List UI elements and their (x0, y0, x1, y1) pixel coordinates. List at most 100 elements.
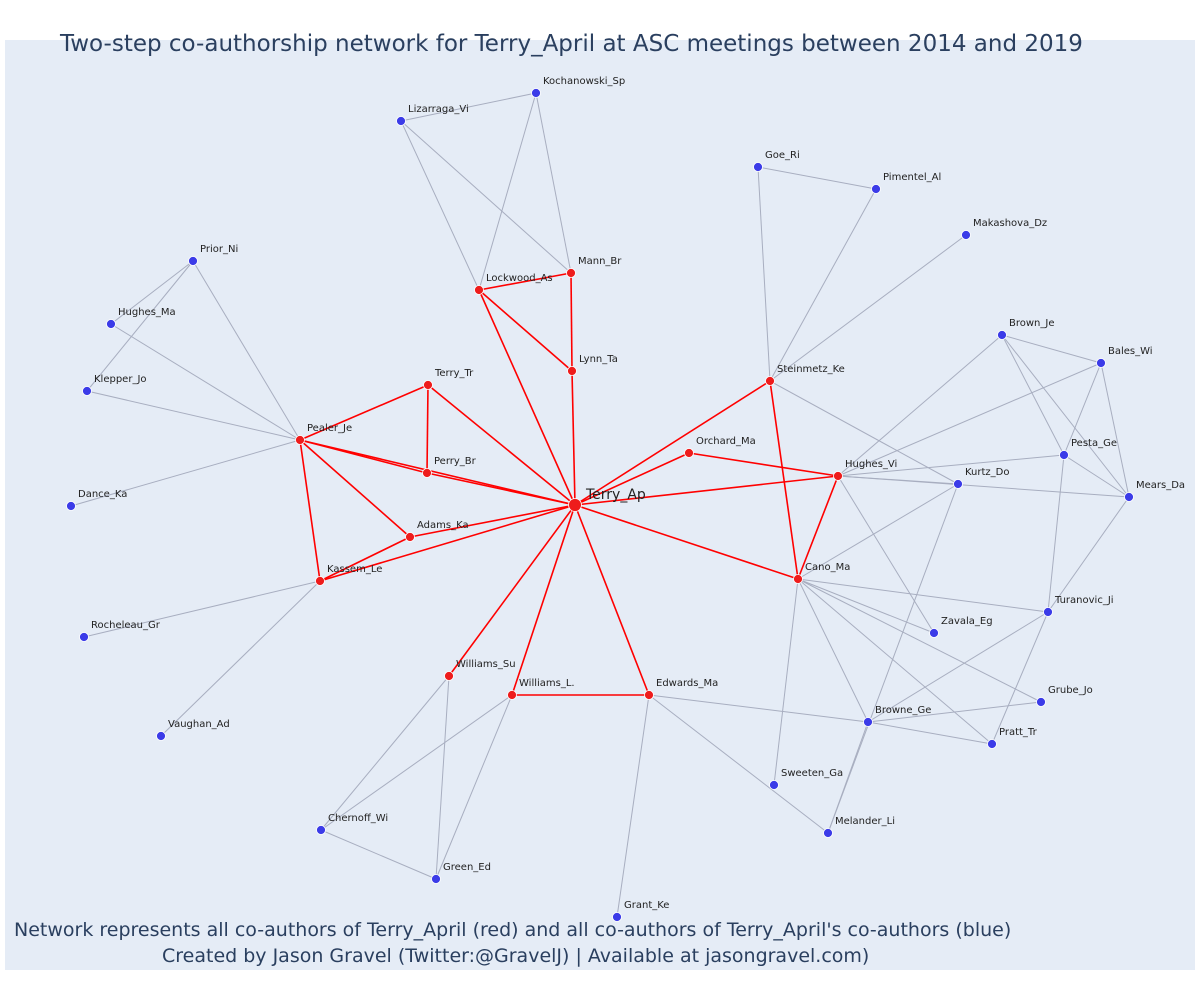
node-prior-ni[interactable] (188, 256, 198, 266)
node-klepper-jo[interactable] (82, 386, 92, 396)
edge-hughes-ma-pealer-je (110, 323, 301, 441)
node-label-perry-br: Perry_Br (434, 456, 477, 467)
node-goe-ri[interactable] (753, 162, 763, 172)
node-pimentel-al[interactable] (871, 184, 881, 194)
node-label-orchard-ma: Orchard_Ma (696, 436, 756, 447)
node-grube-jo[interactable] (1036, 697, 1046, 707)
node-sweeten-ga[interactable] (769, 780, 779, 790)
node-hughes-ma[interactable] (106, 319, 116, 329)
node-label-kurtz-do: Kurtz_Do (965, 467, 1010, 478)
coauthor-edge-hughes-vi-cano-ma (797, 475, 839, 580)
node-vaughan-ad[interactable] (156, 731, 166, 741)
node-rocheleau-gr[interactable] (79, 632, 89, 642)
edge-pesta-ge-hughes-vi (837, 454, 1065, 477)
node-label-williams-l: Williams_L. (519, 678, 575, 689)
edge-hughes-vi-zavala-eg (837, 475, 935, 634)
node-label-terry-ap: Terry_Ap (585, 487, 646, 503)
node-lizarraga-vi[interactable] (396, 116, 406, 126)
edge-goe-ri-steinmetz-ke (757, 166, 771, 382)
coauthor-edge-steinmetz-ke-cano-ma (769, 380, 799, 580)
node-lockwood-as[interactable] (474, 285, 484, 295)
node-pesta-ge[interactable] (1059, 450, 1069, 460)
edge-brown-je-pesta-ge (1001, 334, 1065, 456)
edge-cano-ma-browne-ge (797, 578, 869, 723)
node-label-edwards-ma: Edwards_Ma (656, 678, 718, 689)
node-terry-ap[interactable] (568, 498, 582, 512)
node-label-pratt-tr: Pratt_Tr (999, 727, 1038, 738)
chart-title: Two-step co-authorship network for Terry… (60, 31, 1083, 57)
node-steinmetz-ke[interactable] (765, 376, 775, 386)
node-turanovic-ji[interactable] (1043, 607, 1053, 617)
node-brown-je[interactable] (997, 330, 1007, 340)
node-kochanowski-sp[interactable] (531, 88, 541, 98)
node-label-pesta-ge: Pesta_Ge (1071, 438, 1117, 449)
edge-browne-ge-edwards-ma (648, 694, 869, 723)
edge-makashova-dz-steinmetz-ke (769, 234, 967, 382)
node-label-turanovic-ji: Turanovic_Ji (1054, 595, 1114, 606)
edge-brown-je-hughes-vi (837, 334, 1003, 477)
edge-brown-je-mears-da (1001, 334, 1130, 498)
node-adams-ka[interactable] (405, 532, 415, 542)
coauthor-edge-terry-ap-cano-ma (574, 504, 799, 580)
node-label-cano-ma: Cano_Ma (805, 562, 850, 573)
caption-credits: Created by Jason Gravel (Twitter:@Gravel… (162, 945, 870, 967)
edge-prior-ni-hughes-ma (110, 260, 194, 325)
edge-kurtz-do-melander-li (827, 483, 959, 834)
coauthor-edge-pealer-je-kassem-le (299, 439, 321, 582)
primary-edges (299, 272, 839, 696)
node-cano-ma[interactable] (793, 574, 803, 584)
node-kassem-le[interactable] (315, 576, 325, 586)
node-terry-tr[interactable] (423, 380, 433, 390)
node-label-kassem-le: Kassem_Le (327, 564, 382, 575)
node-label-bales-wi: Bales_Wi (1108, 346, 1153, 357)
coauthor-edge-pealer-je-perry-br (299, 439, 428, 474)
coauthor-edge-terry-tr-perry-br (426, 384, 429, 474)
node-grant-ke[interactable] (612, 912, 622, 922)
coauthor-edge-terry-ap-edwards-ma (574, 504, 650, 696)
node-makashova-dz[interactable] (961, 230, 971, 240)
node-browne-ge[interactable] (863, 717, 873, 727)
node-hughes-vi[interactable] (833, 471, 843, 481)
edge-edwards-ma-grant-ke (616, 694, 650, 918)
node-melander-li[interactable] (823, 828, 833, 838)
node-perry-br[interactable] (422, 468, 432, 478)
node-chernoff-wi[interactable] (316, 825, 326, 835)
node-label-sweeten-ga: Sweeten_Ga (781, 768, 843, 779)
node-kurtz-do[interactable] (953, 479, 963, 489)
node-bales-wi[interactable] (1096, 358, 1106, 368)
coauthor-edge-pealer-je-terry-tr (299, 384, 429, 441)
node-green-ed[interactable] (431, 874, 441, 884)
coauthor-edge-lockwood-as-mann-br (478, 272, 572, 291)
node-williams-l[interactable] (507, 690, 517, 700)
coauthor-edge-terry-ap-lynn-ta (571, 370, 576, 506)
node-label-williams-su: Williams_Su (456, 659, 516, 670)
node-pratt-tr[interactable] (987, 739, 997, 749)
coauthor-edge-terry-ap-lockwood-as (478, 289, 576, 506)
node-label-chernoff-wi: Chernoff_Wi (328, 813, 388, 824)
edge-bales-wi-mears-da (1100, 362, 1130, 498)
node-label-grube-jo: Grube_Jo (1048, 685, 1093, 696)
edge-vaughan-ad-kassem-le (160, 580, 321, 737)
coauthor-edge-terry-ap-pealer-je (299, 439, 576, 506)
edge-williams-l-chernoff-wi (320, 694, 513, 831)
node-lynn-ta[interactable] (567, 366, 577, 376)
node-orchard-ma[interactable] (684, 448, 694, 458)
node-dance-ka[interactable] (66, 501, 76, 511)
edge-cano-ma-sweeten-ga (773, 578, 799, 786)
edge-pesta-ge-turanovic-ji (1047, 454, 1065, 613)
edge-hughes-vi-mears-da (837, 475, 1130, 498)
node-williams-su[interactable] (444, 671, 454, 681)
node-edwards-ma[interactable] (644, 690, 654, 700)
node-zavala-eg[interactable] (929, 628, 939, 638)
edge-edwards-ma-melander-li (648, 694, 829, 834)
coauthor-edge-terry-ap-williams-su (448, 504, 576, 677)
node-mears-da[interactable] (1124, 492, 1134, 502)
graph-nodes: Terry_Ap Lockwood_As Mann_Br Lynn_Ta Terry_T… (66, 76, 1185, 922)
coauthor-edge-terry-ap-williams-l (511, 504, 576, 696)
edge-cano-ma-zavala-eg (797, 578, 935, 634)
node-pealer-je[interactable] (295, 435, 305, 445)
edge-williams-su-green-ed (435, 675, 450, 880)
node-mann-br[interactable] (566, 268, 576, 278)
coauthor-edge-mann-br-lynn-ta (570, 272, 573, 372)
edge-turanovic-ji-pratt-tr (991, 611, 1049, 745)
